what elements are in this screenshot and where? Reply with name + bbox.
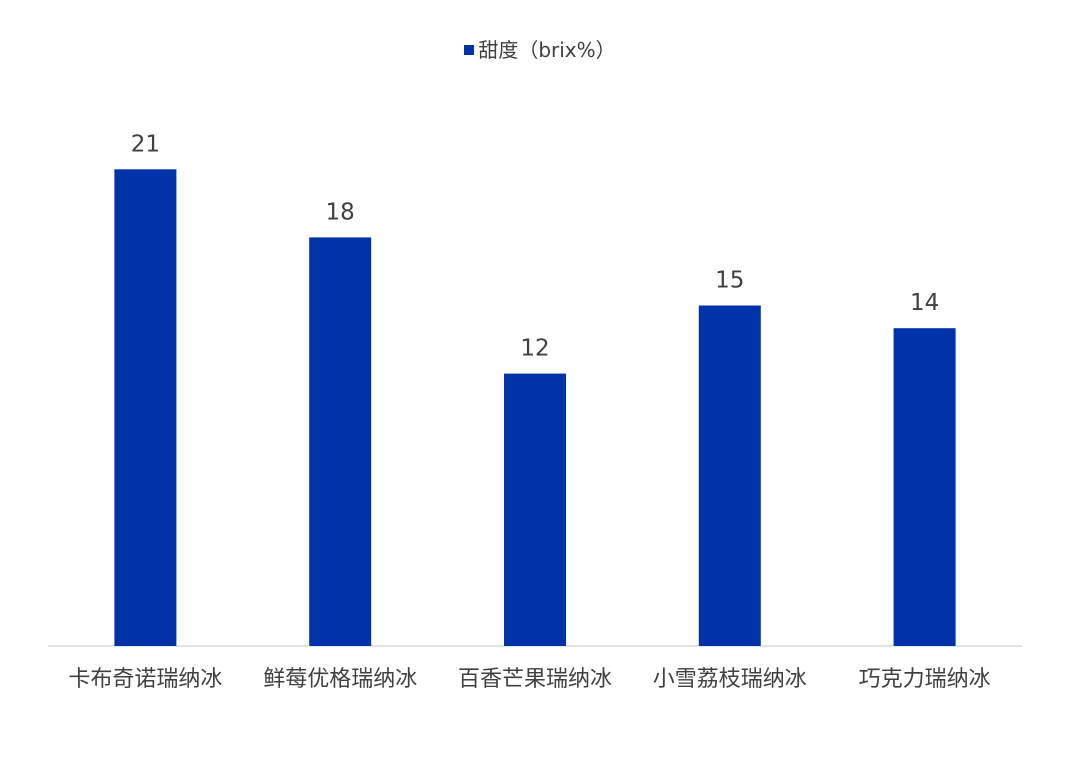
x-tick-label: 巧克力瑞纳冰 <box>859 667 991 692</box>
chart-legend: 甜度（brix%） <box>0 34 1080 63</box>
data-label: 15 <box>715 268 744 294</box>
bar <box>698 305 761 646</box>
data-label: 12 <box>520 336 549 362</box>
x-tick-label: 鲜莓优格瑞纳冰 <box>263 667 417 692</box>
x-tick-label: 小雪荔枝瑞纳冰 <box>653 667 807 692</box>
data-label: 14 <box>910 290 939 316</box>
bar <box>114 169 177 647</box>
bar <box>309 237 372 646</box>
data-label: 21 <box>131 131 160 157</box>
legend-label: 甜度（brix%） <box>478 38 616 62</box>
x-tick-label: 百香芒果瑞纳冰 <box>458 667 612 692</box>
data-label: 18 <box>326 199 355 225</box>
x-tick-label: 卡布奇诺瑞纳冰 <box>68 667 222 692</box>
legend-swatch <box>464 45 475 55</box>
bar <box>893 328 956 646</box>
bar <box>504 373 566 646</box>
